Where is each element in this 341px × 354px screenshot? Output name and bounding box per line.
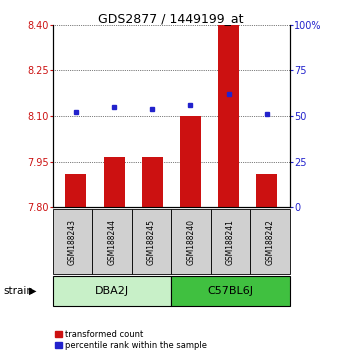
Text: DBA2J: DBA2J: [95, 286, 129, 296]
Text: GSM188245: GSM188245: [147, 219, 156, 264]
Text: GSM188242: GSM188242: [266, 219, 275, 264]
Text: GSM188240: GSM188240: [187, 219, 196, 264]
Text: GSM188243: GSM188243: [68, 219, 77, 264]
Text: ▶: ▶: [29, 286, 36, 296]
Text: C57BL6J: C57BL6J: [208, 286, 254, 296]
Bar: [142, 157, 163, 207]
Bar: [180, 116, 201, 207]
Text: GDS2877 / 1449199_at: GDS2877 / 1449199_at: [98, 12, 243, 25]
Text: GSM188241: GSM188241: [226, 219, 235, 264]
Bar: [104, 157, 124, 207]
Text: GSM188244: GSM188244: [108, 219, 117, 264]
Bar: [65, 174, 86, 207]
Legend: transformed count, percentile rank within the sample: transformed count, percentile rank withi…: [55, 330, 207, 350]
Bar: [256, 174, 278, 207]
Bar: [218, 25, 239, 207]
Text: strain: strain: [3, 286, 33, 296]
